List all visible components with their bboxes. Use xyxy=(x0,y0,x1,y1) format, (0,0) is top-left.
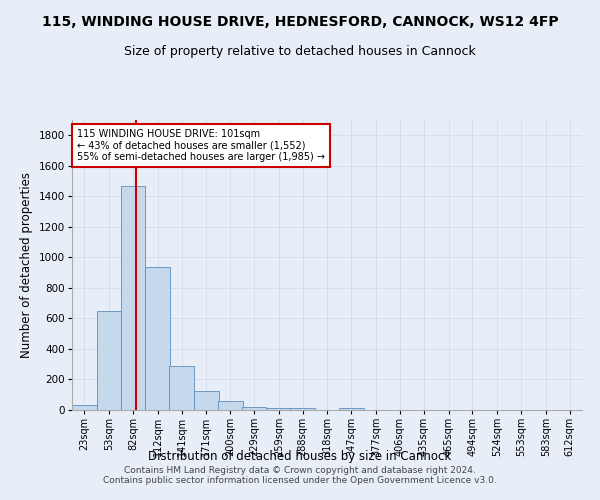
Bar xyxy=(169,366,194,410)
Bar xyxy=(266,408,291,410)
Text: 115, WINDING HOUSE DRIVE, HEDNESFORD, CANNOCK, WS12 4FP: 115, WINDING HOUSE DRIVE, HEDNESFORD, CA… xyxy=(41,15,559,29)
Bar xyxy=(290,408,315,410)
Bar xyxy=(72,404,97,410)
Y-axis label: Number of detached properties: Number of detached properties xyxy=(20,172,33,358)
Text: Distribution of detached houses by size in Cannock: Distribution of detached houses by size … xyxy=(148,450,452,463)
Bar xyxy=(194,391,218,410)
Bar xyxy=(242,406,266,410)
Bar xyxy=(145,268,170,410)
Bar xyxy=(121,186,145,410)
Bar xyxy=(339,408,364,410)
Text: 115 WINDING HOUSE DRIVE: 101sqm
← 43% of detached houses are smaller (1,552)
55%: 115 WINDING HOUSE DRIVE: 101sqm ← 43% of… xyxy=(77,128,325,162)
Text: Size of property relative to detached houses in Cannock: Size of property relative to detached ho… xyxy=(124,45,476,58)
Bar xyxy=(97,311,121,410)
Bar xyxy=(218,401,242,410)
Text: Contains HM Land Registry data © Crown copyright and database right 2024.
Contai: Contains HM Land Registry data © Crown c… xyxy=(103,466,497,485)
